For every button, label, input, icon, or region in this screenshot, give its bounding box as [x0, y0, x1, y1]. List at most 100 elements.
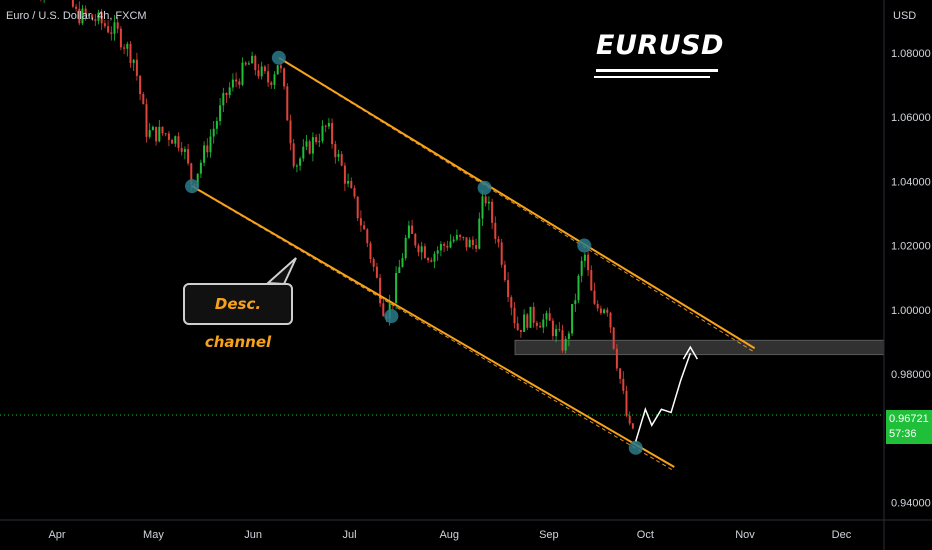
candle-body — [417, 245, 420, 253]
candle-body — [548, 313, 551, 321]
candle-body — [555, 329, 558, 337]
candle-body — [318, 141, 321, 143]
callout-pointer — [265, 257, 297, 286]
candle-body — [356, 196, 359, 219]
candle-body — [228, 87, 231, 96]
candle-body — [123, 47, 126, 49]
x-tick-label: Jul — [343, 529, 357, 541]
candle-body — [292, 143, 295, 167]
candle-body — [433, 253, 436, 262]
candle-body — [315, 137, 318, 143]
candle-body — [372, 258, 375, 267]
candle-body — [420, 246, 423, 253]
candle-body — [587, 254, 590, 271]
symbol-label: Euro / U.S. Dollar, 4h, FXCM — [6, 10, 147, 22]
candle-body — [289, 120, 292, 144]
candle-body — [199, 162, 202, 174]
y-tick-label: 1.00000 — [891, 305, 931, 317]
candle-body — [324, 125, 327, 127]
candle-body — [187, 149, 190, 164]
touch-marker — [185, 179, 200, 194]
y-tick-label: 0.94000 — [891, 497, 931, 509]
candle-body — [484, 196, 487, 204]
candle-body — [276, 65, 279, 75]
candle-body — [439, 244, 442, 251]
candle-body — [526, 314, 529, 328]
candle-body — [519, 330, 522, 332]
candle-body — [411, 225, 414, 234]
title-underline — [596, 69, 718, 72]
x-tick-label: May — [143, 529, 164, 541]
candle-body — [334, 144, 337, 158]
candle-body — [135, 59, 138, 76]
candle-body — [206, 145, 209, 153]
candle-body — [305, 141, 308, 147]
candle-body — [487, 201, 490, 204]
candle-body — [84, 8, 87, 15]
touch-marker — [477, 180, 492, 195]
candle-body — [164, 133, 167, 135]
channel-lower-line[interactable] — [191, 185, 675, 468]
candle-body — [545, 313, 548, 320]
candle-body — [203, 145, 206, 163]
candle-body — [158, 126, 161, 142]
candle-body — [119, 28, 122, 48]
x-tick-label: Oct — [637, 529, 654, 541]
title-underline-2 — [594, 76, 710, 78]
candle-body — [475, 245, 478, 249]
candle-body — [542, 319, 545, 328]
y-tick-label: 1.06000 — [891, 112, 931, 124]
candle-body — [279, 65, 282, 69]
candle-body — [222, 92, 225, 106]
candle-body — [609, 312, 612, 328]
touch-marker — [628, 440, 643, 455]
candle-body — [78, 8, 81, 24]
candle-body — [404, 237, 407, 259]
candle-body — [500, 242, 503, 265]
candle-body — [132, 59, 135, 64]
candle-body — [497, 239, 500, 243]
touch-marker — [384, 309, 399, 324]
resistance-zone — [514, 339, 885, 356]
candle-body — [126, 43, 129, 49]
candle-body — [593, 290, 596, 304]
candle-body — [340, 154, 343, 166]
candle-body — [583, 254, 586, 261]
candle-body — [174, 136, 177, 144]
candle-body — [260, 66, 263, 77]
channel-upper-line[interactable] — [278, 56, 756, 350]
candle-body — [471, 239, 474, 246]
candle-body — [631, 423, 634, 429]
candle-body — [423, 246, 426, 259]
candle-body — [257, 70, 260, 77]
candle-body — [286, 86, 289, 121]
candle-body — [139, 75, 142, 95]
candle-body — [209, 136, 212, 153]
candle-body — [369, 243, 372, 259]
candle-body — [564, 338, 567, 351]
y-tick-label: 1.04000 — [891, 176, 931, 188]
candle-body — [177, 136, 180, 149]
countdown-value: 57:36 — [889, 428, 917, 440]
candle-body — [459, 235, 462, 237]
projection-arrow-head — [682, 345, 699, 360]
candle-body — [612, 327, 615, 349]
candle-body — [129, 43, 132, 64]
candle-body — [523, 314, 526, 332]
candle-body — [321, 125, 324, 142]
candle-body — [359, 218, 362, 226]
candle-body — [590, 270, 593, 291]
candle-body — [481, 196, 484, 219]
candle-body — [503, 264, 506, 281]
candle-body — [244, 62, 247, 65]
candle-body — [145, 104, 148, 137]
candle-body — [100, 12, 103, 24]
candle-body — [561, 330, 564, 351]
x-tick-label: Nov — [735, 529, 755, 541]
candle-body — [535, 322, 538, 326]
candle-body — [219, 105, 222, 122]
candle-body — [596, 303, 599, 309]
candle-body — [225, 92, 228, 96]
candle-body — [465, 237, 468, 248]
